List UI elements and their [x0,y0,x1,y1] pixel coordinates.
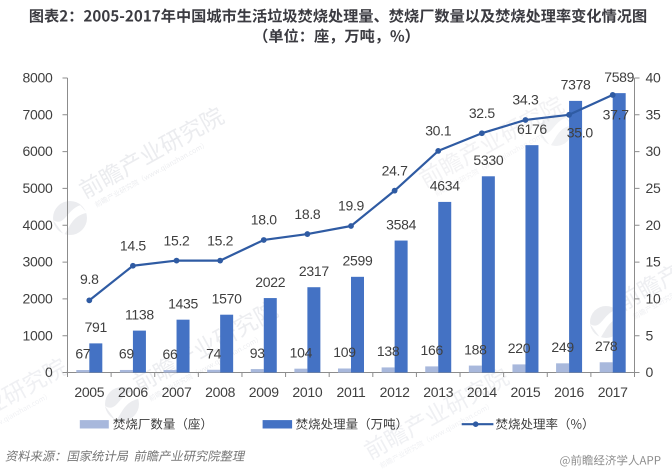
svg-text:37.7: 37.7 [603,107,630,123]
svg-text:2005: 2005 [74,384,104,400]
svg-text:2009: 2009 [249,384,279,400]
svg-text:2599: 2599 [343,253,373,269]
svg-text:104: 104 [290,344,313,360]
svg-text:4634: 4634 [430,178,460,194]
svg-text:7000: 7000 [23,106,53,122]
svg-text:109: 109 [333,344,356,360]
svg-text:1000: 1000 [23,327,53,343]
svg-text:5000: 5000 [23,180,53,196]
svg-text:6176: 6176 [517,121,547,137]
svg-text:6000: 6000 [23,143,53,159]
svg-text:2008: 2008 [205,384,235,400]
svg-text:34.3: 34.3 [512,92,539,108]
svg-text:791: 791 [85,319,108,335]
svg-text:2006: 2006 [118,384,148,400]
svg-text:9.8: 9.8 [80,271,99,287]
svg-text:1570: 1570 [212,290,242,306]
svg-text:5: 5 [646,327,654,343]
svg-text:20: 20 [646,217,661,233]
svg-text:188: 188 [464,341,487,357]
svg-text:2014: 2014 [467,384,497,400]
svg-text:18.0: 18.0 [251,212,278,228]
svg-text:166: 166 [420,342,443,358]
svg-text:74: 74 [206,345,221,361]
svg-text:30.1: 30.1 [425,123,452,139]
svg-text:15: 15 [646,254,661,270]
svg-text:7589: 7589 [604,69,634,85]
svg-text:2013: 2013 [423,384,453,400]
svg-text:3584: 3584 [386,216,416,232]
svg-text:2011: 2011 [337,384,366,400]
svg-text:3000: 3000 [23,254,53,270]
svg-text:66: 66 [163,346,178,362]
svg-text:10: 10 [646,290,661,306]
svg-text:24.7: 24.7 [382,162,409,178]
svg-text:93: 93 [250,345,265,361]
svg-text:35.0: 35.0 [567,125,594,141]
svg-text:249: 249 [551,339,574,355]
svg-text:30: 30 [646,143,661,159]
svg-text:40: 40 [646,70,661,86]
svg-text:32.5: 32.5 [469,105,496,121]
svg-text:15.2: 15.2 [207,232,234,248]
svg-text:2000: 2000 [23,290,53,306]
svg-text:8000: 8000 [23,70,53,86]
svg-text:69: 69 [119,346,134,362]
svg-text:2007: 2007 [162,384,192,400]
svg-text:2012: 2012 [380,384,410,400]
svg-text:0: 0 [45,364,53,380]
svg-text:2016: 2016 [554,384,584,400]
svg-text:2017: 2017 [598,384,628,400]
svg-text:0: 0 [646,364,654,380]
svg-text:1138: 1138 [125,306,154,322]
svg-text:14.5: 14.5 [120,237,147,253]
svg-text:220: 220 [508,340,531,356]
svg-text:2015: 2015 [510,384,540,400]
svg-text:278: 278 [595,338,618,354]
svg-text:7378: 7378 [561,77,591,93]
svg-text:67: 67 [75,346,90,362]
svg-text:19.9: 19.9 [338,198,365,214]
svg-text:138: 138 [377,343,400,359]
svg-text:5330: 5330 [473,152,503,168]
svg-text:4000: 4000 [23,217,53,233]
svg-text:25: 25 [646,180,661,196]
svg-text:1435: 1435 [168,295,198,311]
svg-text:35: 35 [646,106,661,122]
svg-text:2022: 2022 [255,274,285,290]
svg-text:15.2: 15.2 [164,232,191,248]
svg-text:2010: 2010 [292,384,322,400]
svg-text:18.8: 18.8 [294,206,321,222]
svg-text:2317: 2317 [299,263,329,279]
